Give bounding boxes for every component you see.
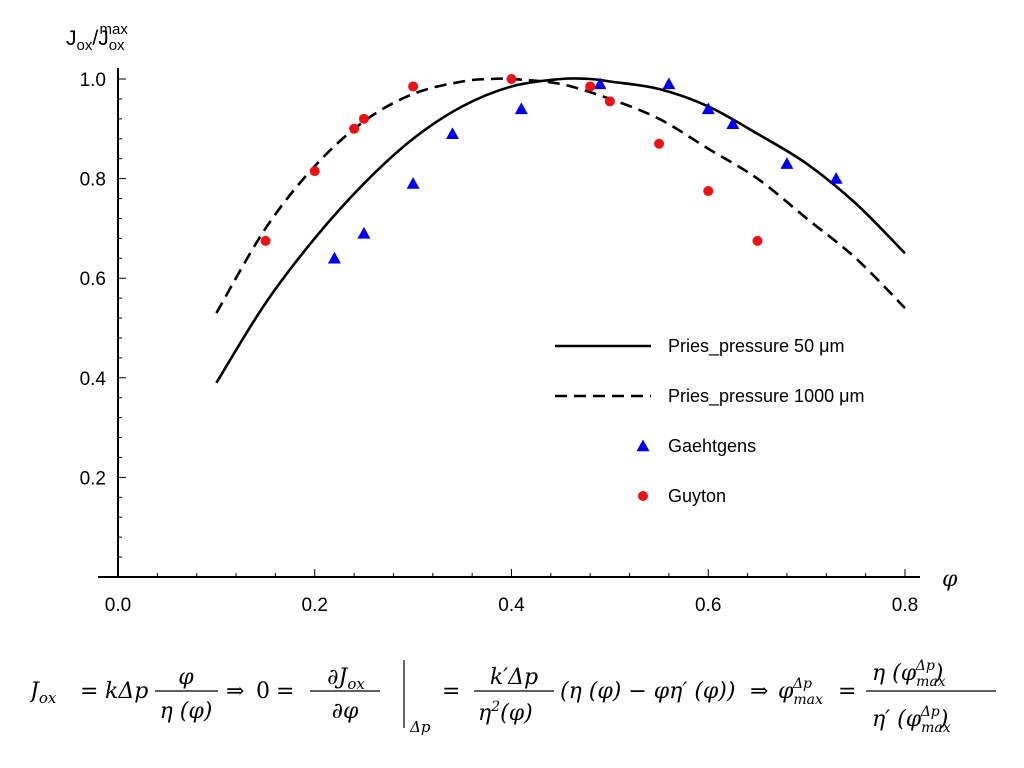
x-axis-label: φ — [942, 567, 958, 592]
legend-label: Pries_pressure 50 μm — [668, 336, 844, 357]
data-point-gaehtgens — [357, 226, 371, 239]
data-point-gaehtgens — [780, 157, 794, 169]
curves — [215, 77, 906, 384]
formula-frac3-num: k′Δp — [490, 665, 538, 690]
formula-kdp: kΔp — [105, 679, 148, 704]
formula-eq-2: = — [276, 679, 294, 704]
axes: 0.2 0.4 0.6 0.8 1.0 0.0 0.2 0.4 0.6 0.8 — [80, 68, 920, 616]
y-tick-label: 0.8 — [80, 170, 106, 191]
data-point-gaehtgens — [406, 177, 420, 189]
data-point-gaehtgens — [445, 127, 459, 139]
data-point-gaehtgens — [829, 172, 843, 184]
data-point-guyton — [358, 113, 369, 124]
legend-label: Pries_pressure 1000 μm — [668, 386, 864, 407]
formula-eq-3: = — [442, 679, 460, 704]
data-point-gaehtgens — [514, 102, 528, 115]
series-line-50um — [215, 77, 906, 384]
data-point-gaehtgens — [327, 251, 341, 264]
x-tick-label: 0.2 — [302, 595, 328, 616]
formula-eq-4: = — [838, 679, 856, 704]
formula-frac2-num: ∂Jox — [327, 665, 365, 693]
data-point-guyton — [506, 74, 517, 84]
y-tick-label: 1.0 — [80, 70, 106, 91]
legend-swatch-circle — [638, 491, 648, 501]
formula-frac3-den: η2(φ) — [478, 699, 533, 726]
data-point-guyton — [585, 81, 596, 92]
formula-frac4-num: η (φmaxΔp) — [872, 658, 946, 690]
data-point-gaehtgens — [593, 77, 607, 90]
legend: Pries_pressure 50 μm Pries_pressure 1000 … — [555, 336, 864, 506]
x-tick-label: 0.6 — [695, 595, 721, 616]
formula-eq-1: = — [80, 679, 98, 704]
formula-frac4-den: η′ (φmaxΔp) — [872, 704, 951, 736]
y-tick-label: 0.6 — [80, 269, 106, 290]
chart: 0.2 0.4 0.6 0.8 1.0 0.0 0.2 0.4 0.6 0.8 Pries_pre… — [66, 21, 958, 616]
formula-phimax: φmaxΔp — [778, 676, 823, 708]
data-point-guyton — [604, 96, 615, 107]
formula-middle: (η (φ) − φη′ (φ)) — [560, 679, 735, 704]
formula: Jox = kΔp φ η (φ) ⇒ 0 = ∂Jox ∂φ Δp = k′Δ… — [30, 658, 996, 736]
formula-implies-2: ⇒ — [750, 679, 768, 704]
formula-frac2-den: ∂φ — [332, 699, 359, 724]
y-tick-label: 0.4 — [80, 369, 107, 390]
y-tick-label: 0.2 — [80, 468, 106, 489]
x-tick-label: 0.4 — [498, 595, 525, 616]
data-point-gaehtgens — [701, 102, 715, 115]
y-axis-label: Jox/Joxmax — [66, 21, 128, 54]
formula-zero: 0 — [256, 679, 270, 704]
data-point-guyton — [408, 81, 419, 92]
data-point-guyton — [349, 123, 360, 134]
data-point-guyton — [752, 235, 763, 246]
x-tick-label: 0.0 — [105, 595, 131, 616]
formula-frac1-num: φ — [178, 665, 194, 690]
data-point-guyton — [703, 186, 714, 197]
legend-label: Gaehtgens — [668, 436, 756, 456]
x-tick-label: 0.8 — [892, 595, 918, 616]
data-point-gaehtgens — [662, 77, 676, 90]
legend-swatch-triangle — [636, 439, 650, 452]
data-point-guyton — [260, 235, 271, 246]
series-line-1000um — [215, 77, 906, 314]
legend-label: Guyton — [668, 486, 726, 506]
markers — [260, 74, 843, 264]
formula-eval-sub: Δp — [409, 718, 431, 736]
data-point-guyton — [309, 166, 320, 177]
formula-frac1-den: η (φ) — [160, 699, 213, 724]
data-point-guyton — [654, 138, 665, 149]
formula-jox: Jox — [30, 679, 57, 707]
formula-implies-1: ⇒ — [226, 679, 244, 704]
data-point-gaehtgens — [726, 117, 740, 130]
